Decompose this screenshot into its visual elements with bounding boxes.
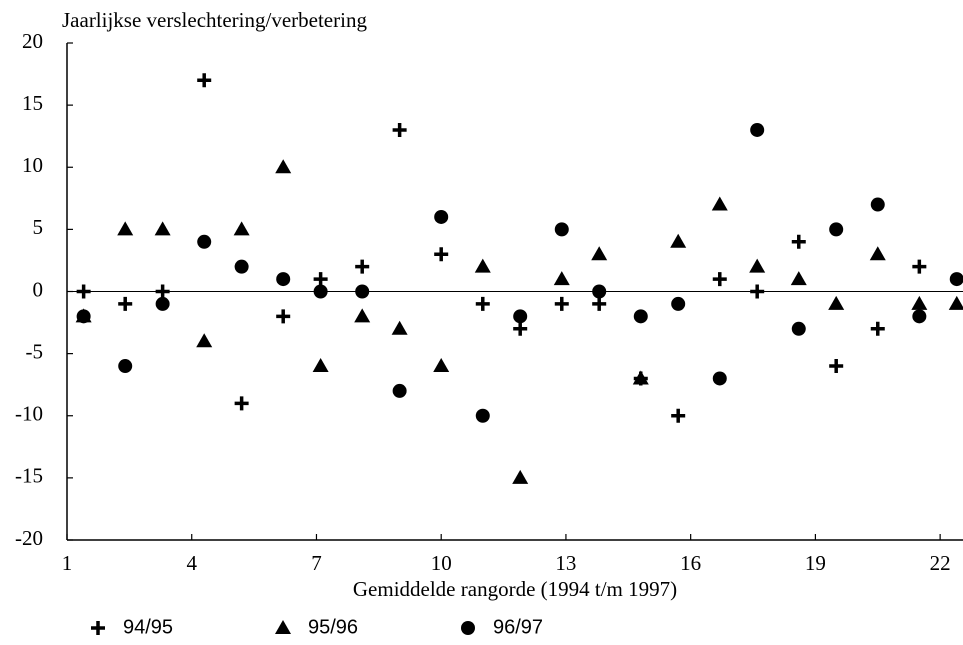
- x-axis-label: Gemiddelde rangorde (1994 t/m 1997): [353, 577, 677, 601]
- point: [750, 284, 765, 299]
- point: [512, 469, 529, 484]
- point: [712, 272, 727, 287]
- point: [513, 309, 528, 324]
- point: [870, 197, 885, 212]
- point: [475, 296, 490, 311]
- x-tick-label: 16: [680, 551, 701, 575]
- y-tick-label: 10: [22, 153, 43, 177]
- point: [76, 309, 91, 324]
- point: [433, 358, 450, 373]
- point: [197, 234, 212, 249]
- point: [791, 321, 806, 336]
- point: [671, 296, 686, 311]
- point: [155, 284, 170, 299]
- point: [233, 221, 250, 236]
- point: [554, 222, 569, 237]
- point: [513, 321, 528, 336]
- point: [154, 221, 171, 236]
- point: [234, 259, 249, 274]
- point: [711, 196, 728, 211]
- point: [276, 272, 291, 287]
- point: [355, 284, 370, 299]
- point: [354, 308, 371, 323]
- point: [355, 259, 370, 274]
- point: [475, 408, 490, 423]
- point: [313, 272, 328, 287]
- point: [911, 295, 928, 310]
- y-tick-label: -20: [15, 526, 43, 550]
- point: [671, 408, 686, 423]
- point: [869, 246, 886, 261]
- point: [434, 209, 449, 224]
- legend-label: 96/97: [493, 616, 543, 638]
- point: [829, 359, 844, 374]
- x-tick-label: 4: [186, 551, 197, 575]
- y-tick-label: 0: [33, 277, 44, 301]
- point: [391, 320, 408, 335]
- legend-marker: [461, 621, 475, 635]
- point: [592, 296, 607, 311]
- legend-label: 95/96: [308, 616, 358, 638]
- x-tick-label: 1: [62, 551, 73, 575]
- point: [749, 258, 766, 273]
- y-tick-label: 15: [22, 91, 43, 115]
- legend-marker: [275, 620, 291, 634]
- point: [313, 284, 328, 299]
- point: [948, 295, 963, 310]
- point: [829, 222, 844, 237]
- x-tick-label: 13: [555, 551, 576, 575]
- point: [790, 271, 807, 286]
- point: [912, 259, 927, 274]
- point: [828, 295, 845, 310]
- point: [276, 309, 291, 324]
- point: [632, 370, 649, 385]
- point: [592, 284, 607, 299]
- point: [197, 73, 212, 88]
- point: [118, 359, 133, 374]
- x-tick-label: 22: [930, 551, 951, 575]
- point: [234, 396, 249, 411]
- point: [949, 272, 963, 287]
- point: [554, 296, 569, 311]
- legend-label: 94/95: [123, 616, 173, 638]
- point: [750, 122, 765, 137]
- point: [434, 247, 449, 262]
- point: [670, 233, 687, 248]
- y-axis-label: Jaarlijkse verslechtering/verbetering: [62, 8, 367, 32]
- point: [633, 309, 648, 324]
- y-tick-label: 5: [33, 215, 44, 239]
- point: [912, 309, 927, 324]
- point: [76, 284, 91, 299]
- x-tick-label: 19: [805, 551, 826, 575]
- y-tick-label: -15: [15, 464, 43, 488]
- point: [312, 358, 329, 373]
- x-tick-label: 7: [311, 551, 322, 575]
- point: [392, 383, 407, 398]
- point: [392, 122, 407, 137]
- point: [712, 371, 727, 386]
- point: [791, 234, 806, 249]
- y-tick-label: -10: [15, 402, 43, 426]
- point: [591, 246, 608, 261]
- point: [870, 321, 885, 336]
- y-tick-label: 20: [22, 29, 43, 53]
- point: [118, 296, 133, 311]
- point: [553, 271, 570, 286]
- point: [474, 258, 491, 273]
- point: [196, 333, 213, 348]
- legend-marker: [91, 621, 105, 635]
- point: [275, 159, 292, 174]
- point: [155, 296, 170, 311]
- point: [117, 221, 134, 236]
- x-tick-label: 10: [431, 551, 452, 575]
- y-tick-label: -5: [26, 339, 44, 363]
